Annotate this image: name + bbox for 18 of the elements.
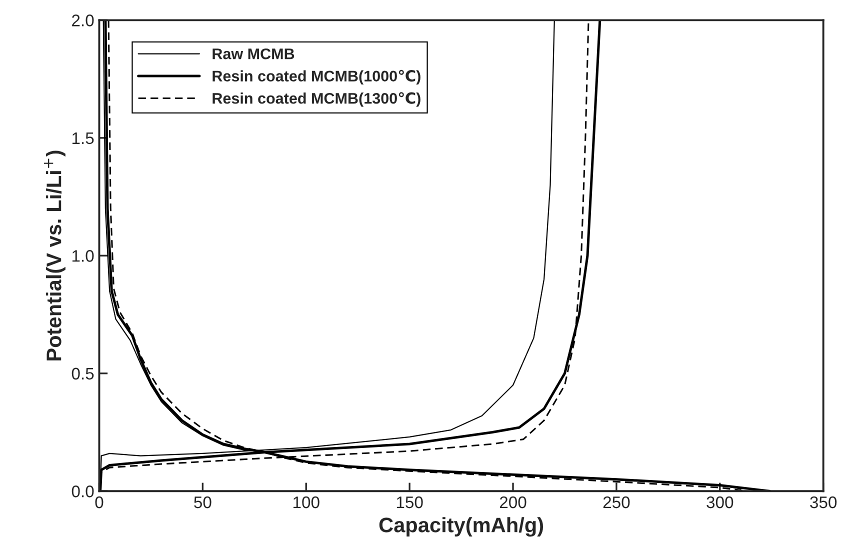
y-tick-label: 0.0 — [72, 486, 94, 498]
y-tick-label: 0.5 — [72, 368, 94, 380]
x-tick-label: 200 — [500, 496, 526, 508]
x-tick-label: 50 — [194, 496, 212, 508]
y-tick-label: 1.5 — [72, 132, 94, 144]
x-tick-label: 250 — [603, 496, 630, 508]
x-tick-label: 100 — [293, 496, 320, 508]
legend-label: Resin coated MCMB(1300℃) — [212, 92, 420, 107]
x-axis-title: Capacity(mAh/g) — [379, 517, 544, 537]
x-tick-label: 300 — [706, 496, 734, 508]
y-tick-label: 2.0 — [72, 14, 94, 26]
y-tick-label: 1.0 — [72, 250, 94, 262]
x-tick-label: 150 — [396, 496, 423, 508]
x-tick-label: 0 — [95, 496, 104, 508]
legend-label: Resin coated MCMB(1000℃) — [212, 70, 420, 85]
y-axis-title: Potential(V vs. Li/Li$^{+}$) — [44, 150, 66, 360]
x-tick-label: 350 — [810, 496, 837, 508]
legend-label: Raw MCMB — [212, 48, 294, 60]
